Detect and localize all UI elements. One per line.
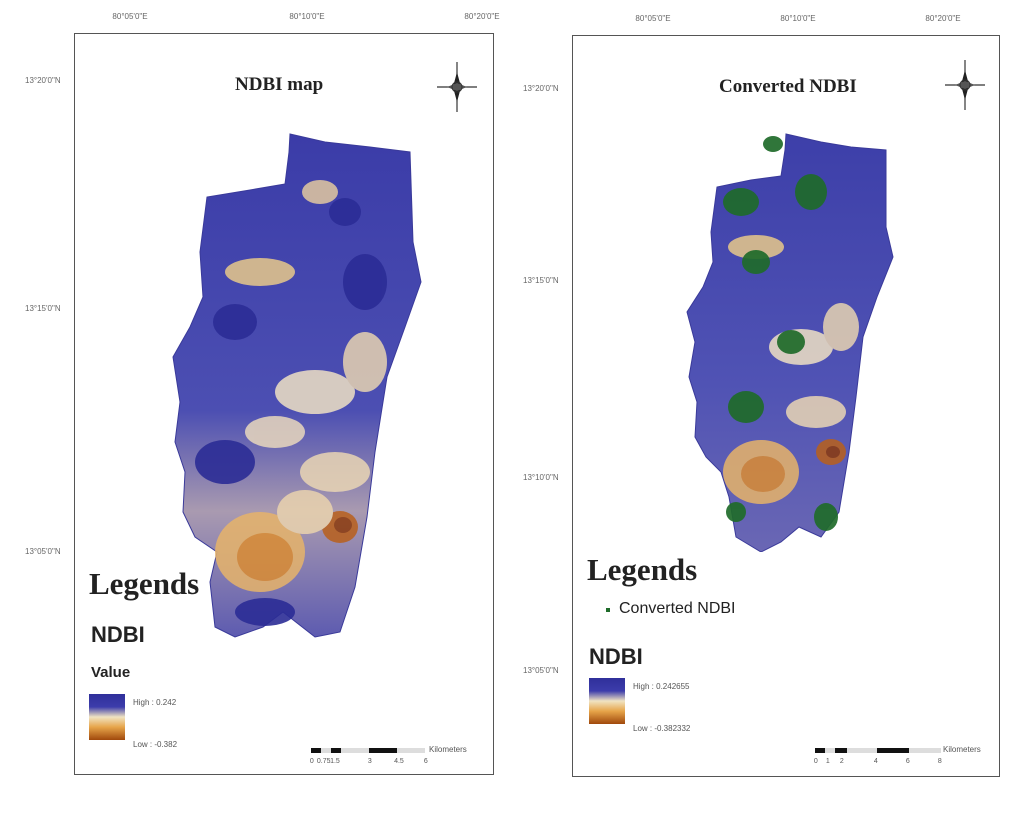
map-title: Converted NDBI (719, 76, 857, 97)
legend-item-label: Converted NDBI (619, 600, 736, 617)
converted-ndbi-symbol (606, 608, 610, 612)
left-tick-label: 13°05'0"N (523, 666, 559, 675)
scale-label: 6 (905, 758, 910, 765)
legend-low-label: Low : -0.382332 (633, 724, 691, 733)
legend-layer-name: NDBI (589, 644, 643, 669)
scale-bar: 0 1 2 4 6 8 Kilometers (813, 745, 990, 768)
legend-layer-name: NDBI (91, 622, 145, 647)
scale-label: 1 (825, 758, 830, 765)
north-arrow-icon (945, 60, 985, 110)
top-tick-label: 80°20'0"E (925, 14, 961, 23)
scale-label: 1.5 (330, 758, 340, 765)
scale-label: 4.5 (394, 758, 404, 765)
scale-label: 0 (309, 758, 314, 765)
left-tick-label: 13°10'0"N (523, 473, 559, 482)
top-tick-label: 80°10'0"E (780, 14, 816, 23)
scale-label: 4 (873, 758, 878, 765)
scale-unit: Kilometers (429, 745, 467, 754)
scale-unit: Kilometers (943, 745, 981, 754)
converted-ndbi-raster-map (686, 133, 894, 552)
scale-label: 0.75 (316, 758, 331, 765)
scale-label: 6 (423, 758, 428, 765)
scale-bar: 0 0.75 1.5 3 4.5 6 Kilometers (309, 745, 471, 768)
left-tick-label: 13°20'0"N (523, 84, 559, 93)
top-tick-label: 80°10'0"E (289, 12, 325, 21)
legend-color-ramp (89, 694, 125, 740)
ndbi-map-panel: 80°05'0"E 80°10'0"E 80°20'0"E 13°20'0"N … (25, 12, 500, 775)
left-tick-label: 13°05'0"N (25, 547, 61, 556)
legend-high-label: High : 0.242655 (633, 682, 690, 691)
legend-color-ramp (589, 678, 625, 724)
left-tick-label: 13°20'0"N (25, 76, 61, 85)
ndbi-raster-map (172, 133, 422, 638)
converted-ndbi-map-panel: 80°05'0"E 80°10'0"E 80°20'0"E 13°20'0"N … (523, 14, 1000, 777)
legend-high-label: High : 0.242 (133, 698, 177, 707)
north-arrow-icon (437, 62, 477, 112)
scale-label: 8 (937, 758, 942, 765)
scale-label: 2 (839, 758, 844, 765)
legend-field-name: Value (91, 664, 131, 681)
scale-label: 0 (813, 758, 818, 765)
legend-heading: Legends (89, 566, 200, 601)
top-tick-label: 80°05'0"E (635, 14, 671, 23)
legend-low-label: Low : -0.382 (133, 740, 178, 749)
left-tick-label: 13°15'0"N (523, 276, 559, 285)
scale-label: 3 (367, 758, 372, 765)
left-tick-label: 13°15'0"N (25, 304, 61, 313)
legend-heading: Legends (587, 552, 698, 587)
top-tick-label: 80°05'0"E (112, 12, 148, 21)
map-title: NDBI map (235, 74, 324, 95)
top-tick-label: 80°20'0"E (464, 12, 500, 21)
